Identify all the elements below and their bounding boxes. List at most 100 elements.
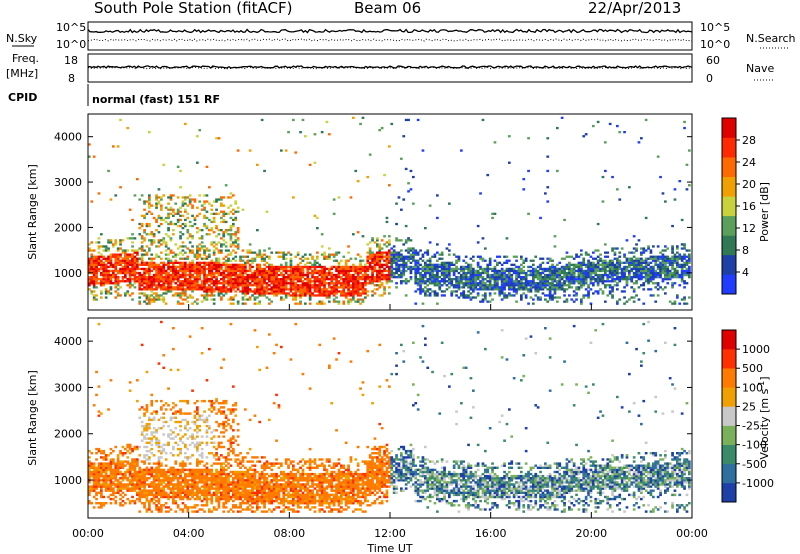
heatmap-cell bbox=[143, 229, 146, 232]
heatmap-cell bbox=[628, 263, 631, 266]
heatmap-cell bbox=[570, 278, 574, 281]
heatmap-cell bbox=[352, 290, 355, 293]
heatmap-cell bbox=[611, 263, 614, 266]
heatmap-cell bbox=[414, 278, 418, 281]
heatmap-cell bbox=[364, 292, 367, 295]
heatmap-cell bbox=[167, 284, 170, 287]
heatmap-cell bbox=[241, 259, 245, 262]
heatmap-cell bbox=[378, 247, 382, 250]
heatmap-cell bbox=[596, 282, 600, 285]
heatmap-cell bbox=[592, 267, 595, 271]
heatmap-cell bbox=[510, 280, 514, 283]
heatmap-cell bbox=[606, 255, 610, 258]
heatmap-cell bbox=[210, 290, 214, 293]
heatmap-cell bbox=[251, 273, 254, 277]
heatmap-cell bbox=[272, 278, 276, 281]
heatmap-cell bbox=[414, 273, 418, 277]
heatmap-cell bbox=[342, 273, 346, 277]
heatmap-cell bbox=[104, 481, 108, 484]
heatmap-cell bbox=[119, 502, 122, 505]
heatmap-cell bbox=[229, 224, 233, 228]
heatmap-cell bbox=[133, 470, 137, 474]
heatmap-cell bbox=[234, 259, 238, 262]
heatmap-cell bbox=[282, 265, 286, 269]
heatmap-cell bbox=[152, 216, 156, 220]
velocity-heatmap bbox=[88, 320, 691, 513]
heatmap-cell bbox=[400, 257, 403, 260]
heatmap-cell bbox=[464, 273, 468, 277]
heatmap-cell bbox=[224, 184, 228, 187]
heatmap-cell bbox=[354, 292, 358, 295]
heatmap-cell bbox=[337, 276, 341, 279]
heatmap-cell bbox=[220, 296, 223, 299]
heatmap-cell bbox=[270, 300, 274, 303]
heatmap-cell bbox=[592, 271, 595, 275]
heatmap-cell bbox=[109, 470, 113, 474]
heatmap-cell bbox=[553, 276, 557, 279]
heatmap-cell bbox=[349, 267, 353, 271]
heatmap-cell bbox=[145, 245, 149, 248]
heatmap-cell bbox=[143, 485, 146, 488]
heatmap-cell bbox=[575, 278, 578, 281]
heatmap-cell bbox=[500, 278, 504, 281]
heatmap-cell bbox=[280, 292, 283, 295]
heatmap-cell bbox=[368, 247, 372, 250]
heatmap-cell bbox=[131, 483, 134, 486]
heatmap-cell bbox=[469, 292, 473, 295]
heatmap-cell bbox=[155, 437, 158, 440]
heatmap-cell bbox=[642, 271, 646, 275]
heatmap-cell bbox=[306, 273, 310, 277]
heatmap-cell bbox=[205, 288, 209, 291]
heatmap-cell bbox=[229, 263, 233, 266]
heatmap-cell bbox=[128, 445, 132, 449]
heatmap-cell bbox=[592, 269, 595, 273]
heatmap-cell bbox=[462, 269, 466, 273]
heatmap-cell bbox=[282, 280, 286, 283]
heatmap-cell bbox=[450, 280, 454, 283]
heatmap-cell bbox=[354, 269, 358, 273]
heatmap-cell bbox=[582, 135, 586, 138]
heatmap-cell bbox=[620, 290, 624, 293]
heatmap-cell bbox=[436, 284, 439, 287]
heatmap-cell bbox=[342, 255, 346, 258]
heatmap-cell bbox=[88, 282, 91, 285]
heatmap-cell bbox=[608, 290, 612, 293]
heatmap-cell bbox=[534, 267, 538, 271]
heatmap-cell bbox=[618, 267, 622, 271]
heatmap-cell bbox=[364, 288, 367, 291]
heatmap-cell bbox=[121, 479, 125, 482]
heatmap-cell bbox=[676, 259, 679, 262]
heatmap-cell bbox=[150, 404, 154, 407]
heatmap-cell bbox=[176, 261, 180, 264]
heatmap-cell bbox=[172, 278, 175, 281]
heatmap-cell bbox=[460, 265, 463, 269]
heatmap-cell bbox=[364, 278, 367, 281]
heatmap-cell bbox=[652, 269, 655, 273]
heatmap-cell bbox=[419, 276, 422, 279]
heatmap-cell bbox=[244, 292, 247, 295]
heatmap-cell bbox=[184, 269, 187, 273]
heatmap-cell bbox=[457, 276, 461, 279]
heatmap-cell bbox=[236, 269, 240, 273]
heatmap-cell bbox=[438, 257, 442, 260]
heatmap-cell bbox=[385, 255, 389, 258]
heatmap-cell bbox=[522, 259, 526, 262]
heatmap-cell bbox=[215, 280, 218, 283]
heatmap-cell bbox=[671, 245, 674, 248]
heatmap-cell bbox=[234, 271, 238, 275]
heatmap-cell bbox=[152, 300, 156, 303]
heatmap-cell bbox=[376, 263, 379, 266]
heatmap-cell bbox=[416, 284, 420, 287]
heatmap-cell bbox=[443, 276, 446, 279]
heatmap-cell bbox=[440, 280, 444, 283]
heatmap-cell bbox=[116, 288, 120, 291]
heatmap-cell bbox=[582, 269, 586, 273]
heatmap-cell bbox=[306, 257, 310, 260]
heatmap-cell bbox=[119, 485, 122, 488]
heatmap-cell bbox=[563, 294, 566, 297]
heatmap-cell bbox=[572, 263, 576, 266]
heatmap-cell bbox=[534, 294, 538, 297]
heatmap-cell bbox=[138, 466, 142, 469]
heatmap-cell bbox=[539, 288, 542, 291]
heatmap-cell bbox=[234, 286, 238, 289]
